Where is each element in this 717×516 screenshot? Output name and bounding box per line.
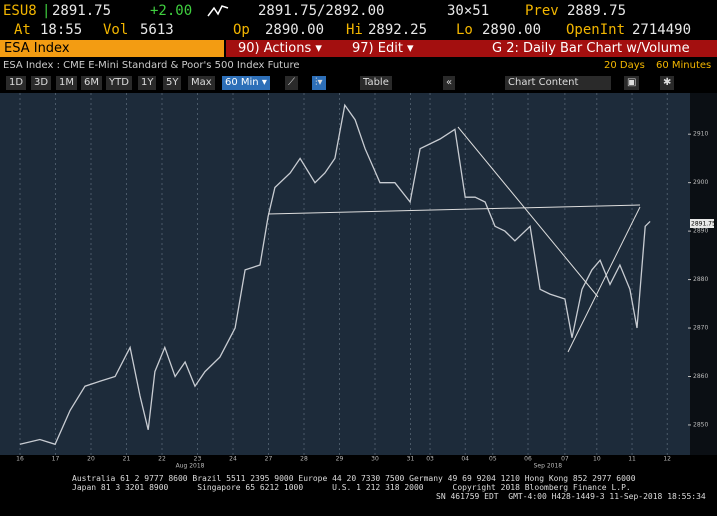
last-price-tag <box>690 219 714 228</box>
change: +2.00 <box>150 3 193 19</box>
prev: 2889.75 <box>567 3 627 19</box>
x-tick-label: 10 <box>593 456 601 463</box>
footer-line: SN 461759 EDT GMT-4:00 H428-1449-3 11-Se… <box>436 492 706 501</box>
oi-label: OpenInt <box>566 22 626 38</box>
x-tick-label: 12 <box>663 456 671 463</box>
y-tick-label: 2910 <box>693 131 708 138</box>
description: ESA Index : CME E-Mini Standard & Poor's… <box>3 60 300 71</box>
x-tick-label: 24 <box>229 456 237 463</box>
lo-label: Lo <box>456 22 473 38</box>
ticker: ESU8 <box>3 3 37 19</box>
actions-menu[interactable]: 90) Actions ▾ <box>238 41 322 56</box>
save-icon[interactable]: ▣ <box>624 76 640 90</box>
y-axis-area <box>690 93 717 455</box>
x-tick-label: 04 <box>461 456 469 463</box>
period-button[interactable]: 3D <box>31 76 52 90</box>
x-tick-label: 05 <box>489 456 497 463</box>
x-tick-label: 20 <box>87 456 95 463</box>
y-tick-label: 2890 <box>693 228 708 235</box>
x-tick-label: 31 <box>407 456 415 463</box>
period-button[interactable]: 6M <box>81 76 102 90</box>
y-tick-label: 2850 <box>693 421 708 428</box>
trend-line <box>567 206 641 353</box>
range: 20 Days <box>604 60 645 71</box>
period-button[interactable]: Max <box>188 76 215 90</box>
edit-menu[interactable]: 97) Edit ▾ <box>352 41 414 56</box>
period-button[interactable]: 1D <box>6 76 27 90</box>
function-title: G 2: Daily Bar Chart w/Volume <box>492 41 690 56</box>
vol-label: Vol <box>103 22 129 38</box>
period-button[interactable]: 5Y <box>163 76 182 90</box>
x-tick-label: 17 <box>52 456 60 463</box>
trend-line <box>457 126 599 298</box>
last-price-label: 2891.75 <box>691 221 716 228</box>
footer-line: Australia 61 2 9777 8600 Brazil 5511 239… <box>72 474 636 483</box>
x-tick-label: 27 <box>265 456 273 463</box>
frequency-dropdown[interactable]: 60 Min ▾ <box>222 76 270 90</box>
period-button[interactable]: 1Y <box>138 76 157 90</box>
x-tick-label: 11 <box>628 456 636 463</box>
footer-line: Japan 81 3 3201 8900 Singapore 65 6212 1… <box>72 483 631 492</box>
y-tick-label: 2870 <box>693 325 708 332</box>
x-tick-label: 28 <box>300 456 308 463</box>
trend-line <box>267 204 641 215</box>
oi: 2714490 <box>632 22 692 38</box>
op-label: Op <box>233 22 250 38</box>
op: 2890.00 <box>265 22 325 38</box>
period-button[interactable]: 1M <box>56 76 77 90</box>
hi: 2892.25 <box>368 22 428 38</box>
y-tick-label: 2900 <box>693 179 708 186</box>
x-tick-label: 16 <box>16 456 24 463</box>
lo: 2890.00 <box>482 22 542 38</box>
settings-icon[interactable]: ✱ <box>660 76 675 90</box>
table-button[interactable]: Table <box>360 76 392 90</box>
y-tick-label: 2860 <box>693 373 708 380</box>
x-tick-label: 29 <box>336 456 344 463</box>
x-tick-label: 30 <box>371 456 379 463</box>
hi-label: Hi <box>346 22 363 38</box>
month-label: Sep 2018 <box>534 463 563 470</box>
draw-tool[interactable]: ⟋ <box>285 76 298 90</box>
last-price: 2891.75 <box>52 3 112 19</box>
interval: 60 Minutes <box>656 60 712 71</box>
x-tick-label: 23 <box>194 456 202 463</box>
time: 18:55 <box>40 22 83 38</box>
bar-tool[interactable]: ⫶▾ <box>312 76 326 90</box>
x-tick-label: 03 <box>426 456 434 463</box>
x-tick-label: 21 <box>123 456 131 463</box>
x-tick-label: 06 <box>524 456 532 463</box>
chart-content-button[interactable]: Chart Content <box>505 76 611 90</box>
bid-ask: 2891.75/2892.00 <box>258 3 385 19</box>
price-line <box>19 103 651 446</box>
size: 30×51 <box>447 3 490 19</box>
plot-area <box>0 93 690 455</box>
back-button[interactable]: « <box>443 76 456 90</box>
x-tick-label: 22 <box>158 456 166 463</box>
security-field[interactable]: ESA Index <box>0 40 224 57</box>
month-label: Aug 2018 <box>176 463 205 470</box>
x-tick-label: 07 <box>561 456 569 463</box>
period-button[interactable]: YTD <box>106 76 132 90</box>
prev-label: Prev <box>525 3 559 19</box>
at-label: At <box>14 22 31 38</box>
vol: 5613 <box>140 22 174 38</box>
y-tick-label: 2880 <box>693 276 708 283</box>
